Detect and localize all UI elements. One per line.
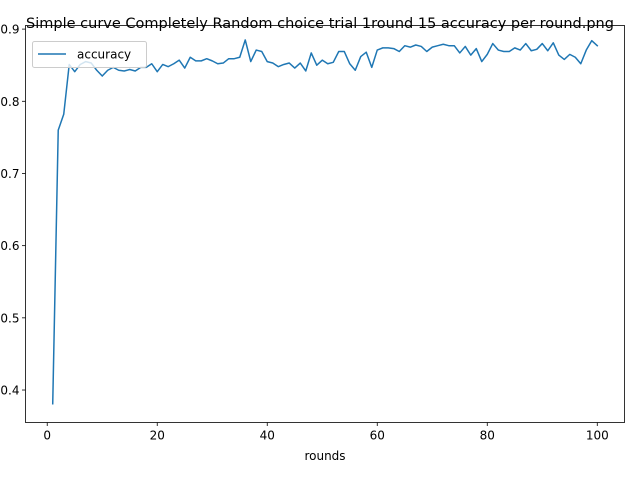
x-tick-label: 60 <box>370 429 385 443</box>
legend: accuracy <box>32 41 147 68</box>
y-tick-label: 0.7 <box>0 167 19 181</box>
x-axis-ticks: 0 20 40 60 80 100 <box>43 422 609 443</box>
x-tick-label: 100 <box>586 429 609 443</box>
y-axis-ticks: 0.4 0.5 0.6 0.7 0.8 0.9 <box>0 23 26 398</box>
legend-box <box>32 41 147 68</box>
plot-frame <box>25 25 625 423</box>
x-axis-label: rounds <box>304 449 345 463</box>
x-tick-label: 40 <box>260 429 275 443</box>
series-line-accuracy <box>51 39 599 405</box>
x-tick-label: 0 <box>43 429 51 443</box>
y-tick-label: 0.4 <box>0 384 19 398</box>
y-tick-label: 0.8 <box>0 95 19 109</box>
x-tick-label: 20 <box>150 429 165 443</box>
chart-title: Simple curve Completely Random choice tr… <box>26 16 614 32</box>
y-tick-label: 0.5 <box>0 311 19 325</box>
x-tick-label: 80 <box>480 429 495 443</box>
legend-label-accuracy: accuracy <box>77 48 131 62</box>
y-tick-label: 0.9 <box>0 23 19 37</box>
y-tick-label: 0.6 <box>0 239 19 253</box>
